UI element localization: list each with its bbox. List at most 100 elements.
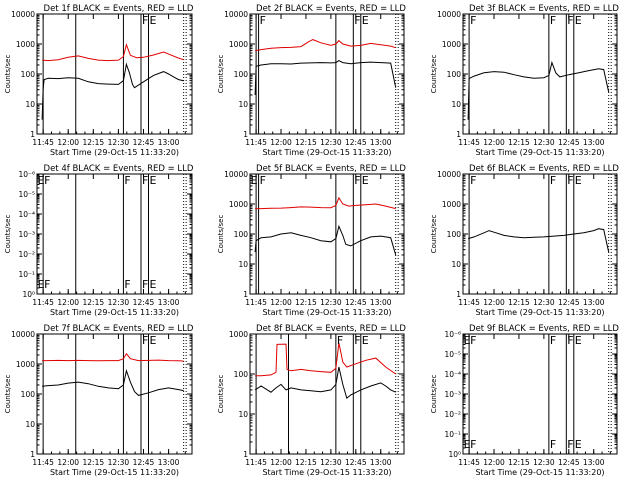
events-series-line	[254, 224, 397, 256]
event-marker: F	[550, 334, 556, 347]
event-marker: F	[567, 174, 573, 187]
event-marker: E	[464, 334, 471, 347]
x-tick-label: 12:45	[558, 298, 580, 307]
y-axis-label: Counts/sec	[4, 55, 12, 94]
event-marker: F	[142, 14, 148, 27]
y-tick-label: 1	[243, 130, 248, 139]
x-tick-label: 12:00	[483, 298, 505, 307]
panel-title: Det 5f BLACK = Events, RED = LLD	[256, 164, 406, 174]
y-tick-label: 10⁻³	[18, 230, 35, 239]
event-marker: E	[362, 14, 369, 27]
event-marker: E	[251, 174, 258, 187]
panel-title: Det 4f BLACK = Events, RED = LLD	[44, 164, 194, 174]
event-marker: F	[124, 174, 130, 187]
x-tick-label: 12:30	[320, 298, 342, 307]
panel-title: Det 3f BLACK = Events, RED = LLD	[469, 4, 619, 14]
y-tick-label: 10⁰	[448, 450, 461, 459]
panel-title: Det 9f BLACK = Events, RED = LLD	[469, 324, 619, 334]
y-tick-label: 1000	[442, 200, 461, 209]
x-tick-label: 12:30	[320, 138, 342, 147]
events-series-line	[254, 60, 397, 96]
event-marker: F	[470, 14, 476, 27]
events-series-line	[467, 60, 610, 120]
lld-series-line	[42, 43, 184, 62]
event-marker: E	[150, 14, 157, 27]
event-marker: E	[464, 438, 471, 451]
x-tick-label: 12:15	[508, 298, 530, 307]
y-tick-label: 1000	[229, 40, 248, 49]
panel-det-1: Det 1f BLACK = Events, RED = LLD 1 10 100 10…	[4, 4, 194, 157]
events-series-line	[467, 228, 610, 253]
y-tick-label: 1	[30, 450, 35, 459]
y-tick-label: 10	[25, 420, 35, 429]
x-tick-label: 12:30	[108, 458, 130, 467]
x-tick-label: 12:45	[133, 298, 155, 307]
x-tick-label: 12:00	[270, 138, 292, 147]
x-tick-label: 13:00	[583, 138, 605, 147]
x-tick-label: 12:00	[270, 298, 292, 307]
event-marker: E	[150, 334, 157, 347]
x-tick-label: 12:15	[83, 458, 105, 467]
x-tick-label: 12:15	[295, 298, 317, 307]
x-tick-label: 12:15	[83, 298, 105, 307]
y-axis-label: Counts/sec	[430, 215, 438, 254]
x-tick-label: 12:30	[108, 138, 130, 147]
y-axis-label: Counts/sec	[4, 215, 12, 254]
x-tick-label: 11:45	[458, 138, 480, 147]
panel-title: Det 1f BLACK = Events, RED = LLD	[44, 4, 194, 14]
plot-frame	[249, 13, 405, 135]
y-tick-label: 10⁻¹	[18, 270, 35, 279]
x-tick-label: 13:00	[370, 138, 392, 147]
events-series-line	[41, 62, 184, 120]
event-marker: E	[575, 174, 582, 187]
y-tick-label: 1000	[16, 40, 35, 49]
event-marker: E	[38, 174, 45, 187]
x-tick-label: 13:00	[583, 458, 605, 467]
y-tick-label: 10⁻⁵	[18, 190, 35, 199]
y-tick-label: 10⁻⁵	[444, 350, 461, 359]
panel-det-2: Det 2f BLACK = Events, RED = LLD 1 10 100 10…	[217, 4, 406, 157]
y-tick-label: 100	[447, 230, 462, 239]
x-tick-label: 11:45	[458, 298, 480, 307]
x-tick-label: 12:00	[270, 458, 292, 467]
x-tick-label: 12:00	[57, 298, 79, 307]
y-tick-label: 10	[25, 100, 35, 109]
y-axis-label: Counts/sec	[4, 375, 12, 414]
x-tick-label: 11:45	[32, 298, 54, 307]
lld-series-line	[255, 342, 396, 377]
event-marker: E	[38, 278, 45, 291]
y-tick-label: 10⁻²	[18, 250, 35, 259]
event-marker: E	[150, 278, 157, 291]
x-tick-label: 12:15	[295, 138, 317, 147]
event-marker: F	[142, 174, 148, 187]
y-axis-label: Counts/sec	[430, 55, 438, 94]
panel-title: Det 7f BLACK = Events, RED = LLD	[44, 324, 194, 334]
y-tick-label: 100	[21, 390, 36, 399]
event-marker: F	[470, 438, 476, 451]
events-series-line	[42, 368, 184, 396]
x-tick-label: 12:00	[483, 458, 505, 467]
panel-det-7: Det 7f BLACK = Events, RED = LLD 1 10 100 10…	[4, 324, 194, 477]
x-axis-label: Start Time (29-Oct-15 11:33:20)	[50, 468, 179, 477]
y-tick-label: 10000	[11, 330, 35, 339]
y-axis-label: Counts/sec	[217, 215, 225, 254]
event-marker: E	[575, 438, 582, 451]
event-marker: F	[337, 334, 343, 347]
x-tick-label: 11:45	[32, 138, 54, 147]
lld-series-line	[255, 39, 396, 52]
event-marker: F	[567, 14, 573, 27]
x-axis-label: Start Time (29-Oct-15 11:33:20)	[262, 308, 391, 317]
y-tick-label: 10	[238, 260, 248, 269]
x-tick-label: 13:00	[370, 458, 392, 467]
y-tick-label: 1000	[229, 330, 248, 339]
event-marker: F	[142, 334, 148, 347]
x-tick-label: 12:30	[320, 458, 342, 467]
x-axis-label: Start Time (29-Oct-15 11:33:20)	[50, 308, 179, 317]
x-tick-label: 13:00	[370, 298, 392, 307]
panel-det-8: Det 8f BLACK = Events, RED = LLD 1 10 100 10…	[217, 324, 406, 477]
y-tick-label: 100	[234, 370, 249, 379]
event-marker: E	[575, 334, 582, 347]
y-tick-label: 10	[238, 410, 248, 419]
